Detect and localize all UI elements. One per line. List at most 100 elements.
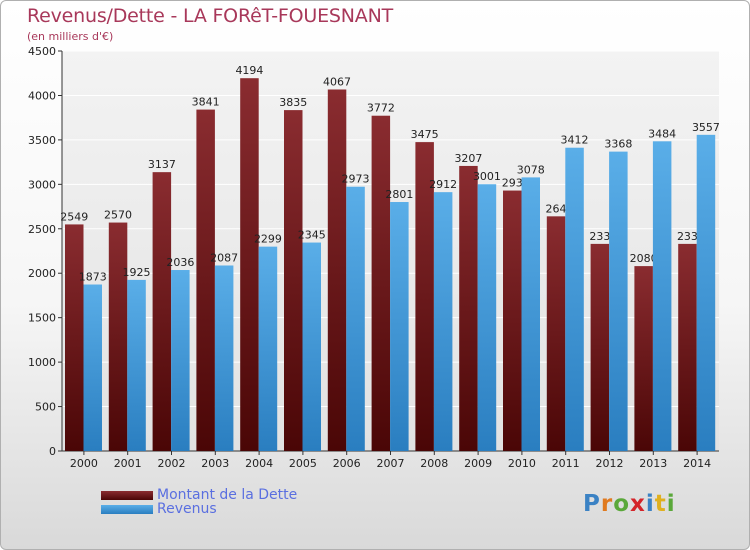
x-tick-label: 2009 [464, 457, 492, 470]
x-tick-label: 2004 [245, 457, 273, 470]
data-label-dette: 3475 [411, 128, 439, 141]
data-label-dette: 2570 [104, 209, 132, 222]
data-label-dette: 233 [589, 230, 610, 243]
x-tick-label: 2007 [377, 457, 405, 470]
legend-swatch-revenus [101, 504, 153, 514]
bar-dette [634, 266, 653, 451]
data-label-dette: 2080 [630, 252, 658, 265]
data-label-revenus: 3557 [692, 121, 720, 134]
data-label-revenus: 2087 [210, 251, 238, 264]
y-tick-label: 4500 [28, 45, 56, 58]
y-tick-label: 500 [35, 401, 56, 414]
bar-revenus [127, 279, 146, 451]
data-label-revenus: 3368 [604, 138, 632, 151]
bar-dette [590, 243, 610, 451]
x-tick-label: 2012 [596, 457, 624, 470]
x-tick-label: 2013 [639, 457, 667, 470]
bar-revenus [565, 147, 584, 451]
bar-revenus [609, 151, 628, 451]
bar-revenus [171, 270, 190, 451]
bar-revenus [346, 186, 365, 451]
y-tick-label: 3500 [28, 134, 56, 147]
data-label-dette: 2549 [60, 210, 88, 223]
data-label-revenus: 1873 [79, 271, 107, 284]
x-tick-label: 2006 [333, 457, 361, 470]
chart-title: Revenus/Dette - LA FORêT-FOUESNANT [27, 5, 393, 27]
x-tick-label: 2001 [114, 457, 142, 470]
bar-dette [196, 109, 215, 452]
data-label-revenus: 2299 [254, 233, 282, 246]
bar-dette [546, 216, 566, 451]
bar-dette [459, 165, 478, 451]
data-label-revenus: 3001 [473, 170, 501, 183]
bar-revenus [83, 284, 102, 451]
data-label-revenus: 2912 [429, 178, 457, 191]
logo-letter: o [613, 491, 631, 517]
data-label-revenus: 2973 [342, 173, 370, 186]
legend-label-revenus: Revenus [157, 501, 217, 517]
legend-item-revenus: Revenus [101, 501, 217, 517]
data-label-dette: 3835 [279, 96, 307, 109]
chart-subtitle: (en milliers d'€) [27, 30, 114, 43]
bar-dette [108, 222, 128, 451]
bar-revenus [302, 242, 321, 451]
data-label-dette: 4067 [323, 75, 351, 88]
data-label-dette: 3772 [367, 102, 395, 115]
data-label-revenus: 3078 [517, 163, 545, 176]
logo-letter: r [600, 491, 614, 517]
bar-revenus [521, 177, 540, 451]
bar-revenus [477, 184, 497, 451]
y-tick-label: 0 [49, 445, 56, 458]
bar-dette [678, 243, 697, 451]
legend-label-dette: Montant de la Dette [157, 487, 298, 503]
data-label-dette: 3207 [454, 152, 482, 165]
y-tick-label: 1000 [28, 356, 56, 369]
logo-letter: P [583, 491, 601, 517]
data-label-revenus: 2036 [166, 256, 194, 269]
bar-revenus [652, 141, 672, 452]
logo-letter: x [630, 491, 646, 517]
data-label-dette: 293 [502, 177, 523, 190]
x-tick-label: 2000 [70, 457, 98, 470]
y-tick-label: 3000 [28, 178, 56, 191]
bar-revenus [214, 265, 234, 451]
x-tick-label: 2011 [552, 457, 580, 470]
logo-letter: t [654, 491, 667, 517]
x-tick-label: 2005 [289, 457, 317, 470]
x-tick-label: 2010 [508, 457, 536, 470]
y-tick-label: 4000 [28, 89, 56, 102]
logo-letter: i [645, 491, 655, 517]
data-label-dette: 264 [546, 202, 567, 215]
bar-dette [65, 224, 84, 451]
x-tick-label: 2008 [420, 457, 448, 470]
bar-revenus [696, 134, 716, 452]
data-label-dette: 233 [677, 230, 698, 243]
data-label-dette: 3841 [192, 96, 220, 109]
data-label-revenus: 2345 [298, 229, 326, 242]
data-label-revenus: 3412 [561, 134, 589, 147]
bar-revenus [433, 192, 453, 451]
bar-dette [371, 115, 391, 451]
legend-swatch-dette [101, 490, 153, 500]
data-label-revenus: 1925 [123, 266, 151, 279]
y-tick-label: 2500 [28, 223, 56, 236]
bar-dette [327, 89, 347, 451]
data-label-revenus: 3484 [648, 127, 676, 140]
proxiti-logo: Proxiti [583, 491, 676, 517]
x-tick-label: 2003 [201, 457, 229, 470]
logo-letter: i [666, 491, 676, 517]
data-label-dette: 4194 [235, 64, 263, 77]
y-tick-label: 2000 [28, 267, 56, 280]
bar-dette [152, 172, 172, 451]
legend-item-dette: Montant de la Dette [101, 487, 298, 503]
bar-revenus [390, 202, 409, 451]
x-tick-label: 2002 [158, 457, 186, 470]
data-label-dette: 3137 [148, 158, 176, 171]
bar-dette [240, 78, 259, 451]
bar-dette [415, 142, 434, 451]
data-label-revenus: 2801 [385, 188, 413, 201]
y-tick-label: 1500 [28, 312, 56, 325]
bar-dette [503, 190, 522, 452]
